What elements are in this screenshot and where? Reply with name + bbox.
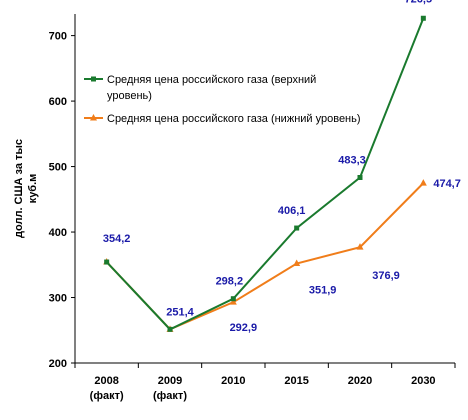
y-tick-label: 300 (49, 293, 67, 305)
y-axis-title-line: куб.м (27, 174, 39, 204)
data-label: 298,2 (216, 276, 244, 288)
series-layer (103, 15, 427, 332)
data-label: 376,9 (372, 270, 400, 282)
data-point (230, 296, 236, 302)
x-tick-label: 2015 (284, 375, 308, 387)
y-tick-label: 600 (49, 96, 67, 108)
x-tick-label: 2020 (348, 375, 372, 387)
legend-label: Средняя цена российского газа (верхний ур… (107, 74, 316, 102)
legend-label-line: уровень) (107, 90, 152, 102)
y-tick-label: 200 (49, 358, 67, 370)
y-tick-label: 400 (49, 227, 67, 239)
x-tick-label: 2030 (411, 375, 435, 387)
series-line (105, 182, 425, 331)
legend-marker (90, 114, 97, 121)
legend-label: Средняя цена российского газа (нижний ур… (107, 113, 361, 125)
x-tick-label: 2008 (94, 375, 118, 387)
data-point (419, 179, 427, 186)
series-line (105, 17, 425, 331)
y-axis-title-line: долл. США за тыс (13, 139, 25, 238)
data-label: 406,1 (278, 205, 306, 217)
y-tick-label: 700 (49, 31, 67, 43)
x-tick-label: 2010 (221, 375, 245, 387)
x-tick-label: (факт) (90, 390, 124, 402)
data-label: 354,2 (103, 233, 131, 245)
data-point (229, 298, 237, 305)
legend: Средняя цена российского газа (верхний ур… (84, 74, 361, 125)
y-tick-label: 500 (49, 162, 67, 174)
data-point (293, 259, 301, 267)
data-point (357, 174, 363, 180)
data-label: 726,5 (405, 0, 433, 5)
axes: 200 300 400 500 600 700 2008 (факт) 2009 (факт) 20… (13, 14, 456, 402)
data-point (167, 326, 173, 332)
data-label: 351,9 (309, 285, 337, 297)
legend-marker (91, 76, 96, 82)
x-tick-label: (факт) (153, 390, 187, 402)
legend-label-line: Средняя цена российского газа (верхний (107, 74, 316, 86)
data-point (294, 225, 300, 231)
data-label: 251,4 (166, 306, 194, 318)
data-point (356, 243, 364, 250)
data-point (420, 15, 426, 21)
data-label: 474,7 (433, 178, 461, 190)
data-label: 292,9 (230, 322, 258, 334)
data-label: 483,3 (338, 154, 366, 166)
x-tick-label: 2009 (158, 375, 182, 387)
y-axis-title: долл. США за тыс куб.м (13, 139, 39, 238)
data-point (104, 259, 110, 265)
data-labels: 354,2 251,4 298,2 406,1 483,3 726,5 292,9 351,9… (103, 0, 461, 334)
